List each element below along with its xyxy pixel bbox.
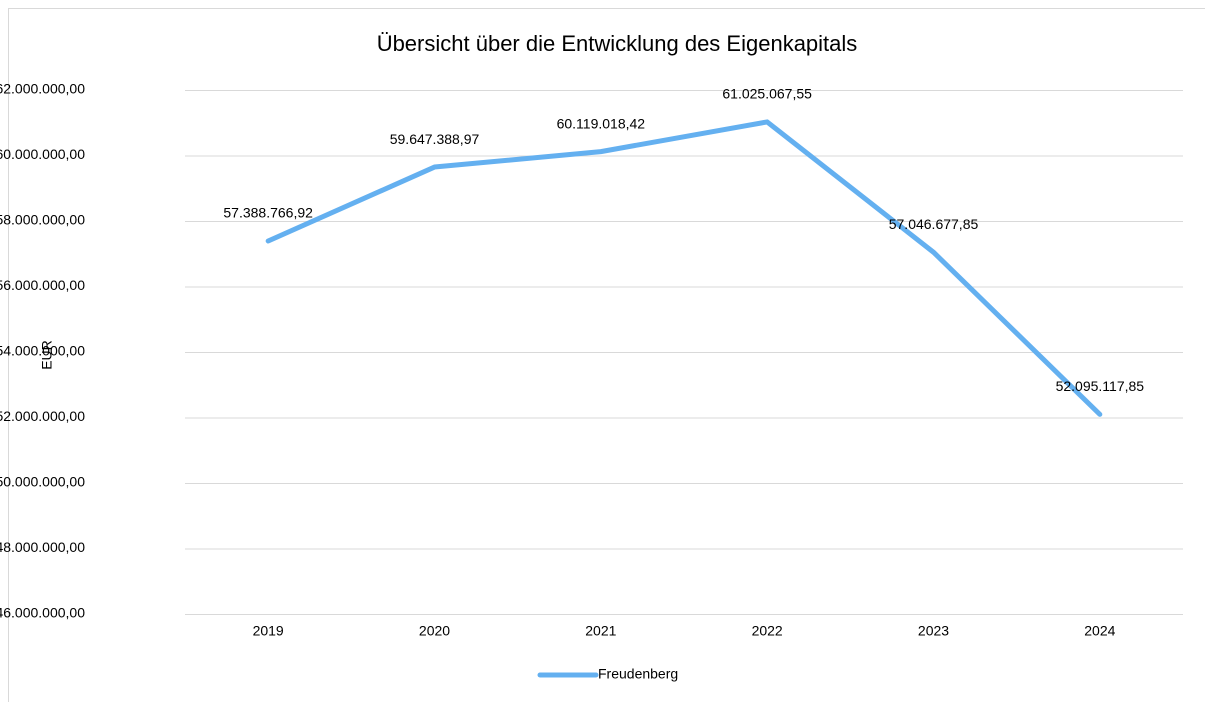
data-label: 52.095.117,85 bbox=[1056, 378, 1145, 394]
y-tick-label: 62.000.000,00 bbox=[0, 81, 85, 97]
x-tick-label: 2019 bbox=[253, 623, 284, 639]
y-tick-label: 48.000.000,00 bbox=[0, 539, 85, 555]
x-tick-label: 2024 bbox=[1084, 623, 1115, 639]
y-tick-label: 54.000.000,00 bbox=[0, 343, 85, 359]
y-tick-label: 60.000.000,00 bbox=[0, 146, 85, 162]
x-tick-label: 2021 bbox=[585, 623, 616, 639]
legend-label: Freudenberg bbox=[598, 666, 678, 682]
data-label: 61.025.067,55 bbox=[722, 86, 812, 102]
data-label: 57.046.677,85 bbox=[889, 216, 979, 232]
y-tick-label: 58.000.000,00 bbox=[0, 212, 85, 228]
y-tick-label: 56.000.000,00 bbox=[0, 277, 85, 293]
data-line bbox=[265, 119, 1103, 417]
x-tick-label: 2022 bbox=[752, 623, 783, 639]
data-label: 59.647.388,97 bbox=[390, 131, 480, 147]
y-tick-label: 52.000.000,00 bbox=[0, 408, 85, 424]
data-label: 60.119.018,42 bbox=[557, 115, 646, 131]
y-axis-label: EUR bbox=[39, 340, 55, 370]
data-label: 57.388.766,92 bbox=[223, 205, 313, 221]
x-tick-label: 2023 bbox=[918, 623, 949, 639]
y-tick-label: 50.000.000,00 bbox=[0, 474, 85, 490]
chart-title: Übersicht über die Entwicklung des Eigen… bbox=[377, 31, 858, 56]
x-tick-label: 2020 bbox=[419, 623, 450, 639]
y-tick-label: 46.000.000,00 bbox=[0, 605, 85, 621]
